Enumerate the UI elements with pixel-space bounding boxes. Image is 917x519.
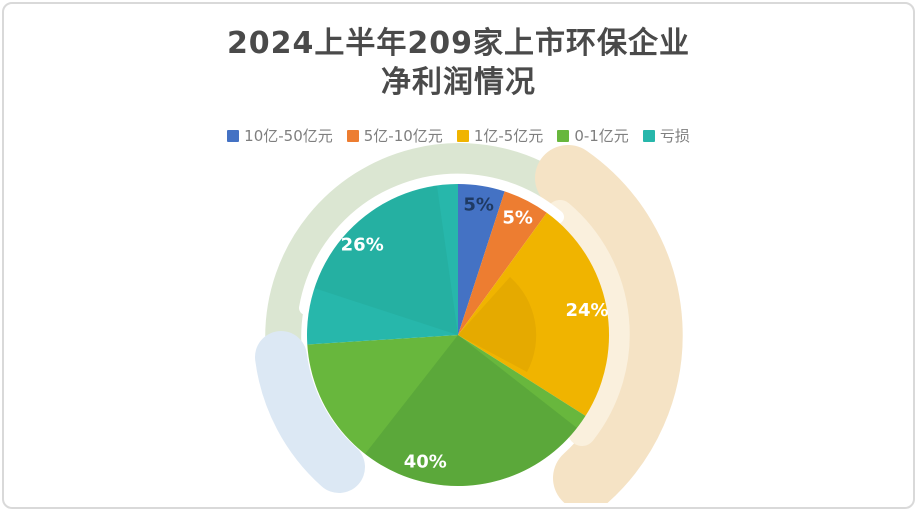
chart-title: 2024上半年209家上市环保企业 净利润情况 [4,24,913,102]
tint-teal-fan [314,186,458,335]
watermark-logo-icon [255,143,683,503]
pie-slices [307,184,610,486]
legend-swatch-icon [346,130,359,142]
legend-item: 5亿-10亿元 [346,126,443,145]
legend-label: 5亿-10亿元 [363,126,443,145]
pie-slice-3 [307,335,586,486]
pie-slice-label: 40% [404,452,447,473]
legend-label: 0-1亿元 [574,126,629,145]
pie-slice-2 [458,212,610,416]
chart-title-line2: 净利润情况 [381,65,536,100]
legend-item: 10亿-50亿元 [227,126,333,145]
watermark-tan-swoosh-icon [535,145,683,503]
legend-swatch-icon [227,130,240,142]
watermark-sage-swoosh-icon [265,143,600,413]
watermark-blue-swoosh-icon [255,331,365,493]
pie-slice-1 [458,191,547,335]
chart-title-line1: 2024上半年209家上市环保企业 [226,26,691,61]
legend: 10亿-50亿元 5亿-10亿元 1亿-5亿元 0-1亿元 亏损 [4,125,913,147]
watermark-tan-inner-swoosh-icon [546,200,630,446]
legend-item: 0-1亿元 [557,126,629,145]
legend-label: 10亿-50亿元 [244,126,333,145]
pie-slice-label: 5% [502,207,533,228]
slide-card: 2024上半年209家上市环保企业 净利润情况 10亿-50亿元 5亿-10亿元 1… [2,2,915,509]
pie-watermark-tint [314,186,577,486]
legend-item: 1亿-5亿元 [456,126,544,145]
legend-swatch-icon [642,130,655,142]
legend-swatch-icon [557,130,570,142]
tint-green-fan [365,335,577,486]
pie-slice-label: 5% [463,195,494,216]
legend-label: 1亿-5亿元 [473,126,544,145]
legend-item: 亏损 [642,126,690,145]
legend-label: 亏损 [659,126,690,145]
watermark-white-gap-icon [299,173,564,315]
pie-slice-4 [307,184,458,345]
pie-slice-label: 26% [341,235,384,256]
pie-slice-0 [458,184,505,335]
pie-slice-label: 24% [565,300,608,321]
legend-swatch-icon [456,130,469,142]
pie-chart: 5% 5% 24% 40% 26% [255,143,683,503]
tint-yellow-fan [458,277,537,372]
pie-labels: 5% 5% 24% 40% 26% [341,195,609,473]
